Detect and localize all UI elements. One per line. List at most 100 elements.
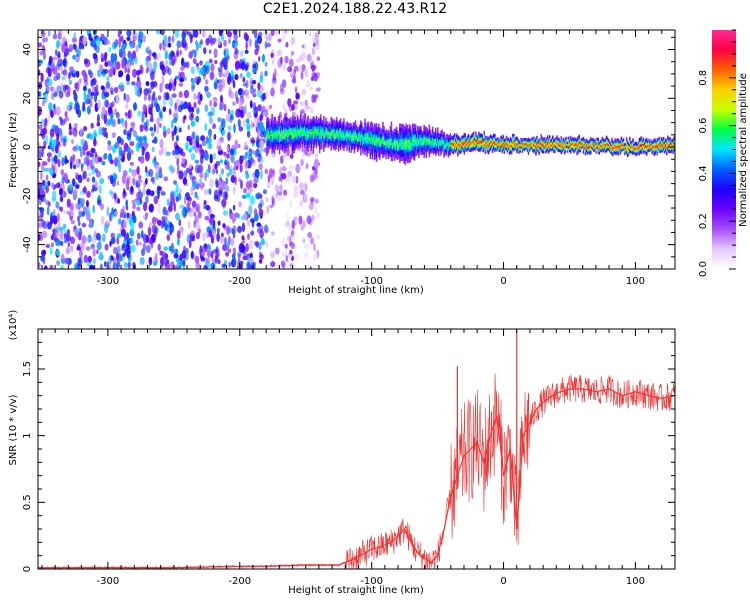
spectrogram-cell	[149, 117, 154, 123]
spectrogram-cell	[489, 137, 492, 140]
spectrogram-cell	[388, 131, 390, 135]
spectrogram-cell	[370, 143, 373, 148]
spectrogram-cell	[366, 142, 368, 147]
spectrogram-cell	[479, 144, 481, 147]
spectrogram-cell	[457, 137, 459, 140]
spectrogram-cell	[301, 131, 303, 135]
spectrogram-cell	[541, 138, 543, 141]
spectrogram-cell	[363, 146, 365, 149]
spectrogram-cell	[545, 151, 548, 154]
spectrogram-cell	[199, 145, 203, 154]
spectrogram-cell	[358, 129, 360, 132]
spectrogram-cell	[276, 147, 279, 151]
spectrogram-cell	[262, 92, 267, 100]
spectrogram-cell	[473, 131, 475, 134]
spectrogram-cell	[495, 143, 497, 145]
spectrogram-cell	[252, 67, 257, 74]
spectrogram-cell	[93, 95, 97, 101]
spectrogram-cell	[483, 130, 485, 134]
spectrogram-cell	[430, 148, 433, 152]
spectrogram-cell	[57, 30, 62, 38]
spectrogram-cell	[59, 195, 64, 203]
spectrogram-cell	[448, 137, 451, 140]
spectrogram-cell	[103, 114, 108, 125]
spectrogram-cell	[541, 143, 543, 146]
spectrogram-cell	[308, 144, 310, 148]
spectrogram-cell	[312, 94, 317, 103]
spectrogram-cell	[289, 143, 291, 147]
spectrogram-cell	[148, 221, 152, 227]
spectrogram-cell	[42, 161, 48, 166]
spectrogram-cell	[375, 142, 378, 147]
spectrogram-cell	[271, 141, 273, 146]
spectrogram-cell	[427, 142, 430, 145]
spectrogram-cell	[487, 141, 490, 144]
spectrogram-cell	[252, 63, 257, 70]
spectrogram-cell	[291, 124, 293, 129]
spectrogram-cell	[206, 250, 211, 258]
spectrogram-cell	[301, 123, 303, 127]
spectrogram-cell	[275, 123, 278, 127]
spectrogram-cell	[360, 130, 362, 135]
spectrogram-cell	[372, 136, 375, 139]
spectrogram-cell	[559, 143, 561, 146]
spectrogram-cell	[265, 241, 269, 249]
spectrogram-cell	[394, 131, 397, 135]
spectrogram-cell	[52, 215, 58, 225]
spectrogram-cell	[351, 128, 354, 132]
spectrogram-cell	[433, 142, 436, 145]
spectrogram-cell	[417, 151, 419, 155]
spectrogram-cell	[334, 144, 337, 148]
spectrogram-cell	[364, 125, 366, 130]
spectrogram-cell	[384, 137, 386, 141]
spectrogram-cell	[228, 227, 233, 234]
spectrogram-cell	[457, 141, 459, 144]
spectrogram-cell	[297, 135, 300, 139]
spectrogram-cell	[531, 141, 533, 143]
spectrogram-cell	[557, 141, 559, 144]
spectrogram-cell	[347, 138, 349, 141]
spectrogram-cell	[92, 258, 96, 265]
spectrogram-cell	[165, 59, 168, 66]
spectrogram-cell	[391, 157, 394, 162]
spectrogram-cell	[292, 115, 294, 120]
spectrogram-cell	[500, 140, 502, 143]
spectrogram-cell	[271, 231, 275, 236]
spectrogram-cell	[299, 117, 302, 122]
spectrogram-cell	[455, 137, 457, 140]
spectrogram-cell	[397, 150, 399, 155]
spectrogram-cell	[464, 145, 466, 148]
spectrogram-cell	[116, 180, 120, 186]
spectrogram-cell	[243, 212, 248, 221]
spectrogram-cell	[280, 196, 285, 201]
spectrogram-cell	[487, 136, 490, 139]
spectrogram-cell	[303, 124, 305, 128]
spectrogram-cell	[350, 137, 353, 142]
spectrogram-cell	[419, 139, 421, 143]
spectrogram-cell	[403, 144, 405, 149]
spectrogram-cell	[70, 209, 75, 217]
spectrogram-cell	[299, 134, 302, 139]
spectrogram-cell	[450, 149, 453, 152]
spectrogram-cell	[445, 136, 447, 140]
spectrogram-cell	[145, 195, 149, 204]
spectrogram-cell	[42, 99, 46, 107]
spectrogram-cell	[103, 52, 107, 62]
spectrogram-cell	[242, 77, 245, 83]
spectrogram-cell	[350, 129, 353, 133]
spectrogram-cell	[494, 146, 496, 149]
spectrogram-cell	[526, 140, 529, 142]
spectrogram-cell	[537, 145, 539, 147]
spectrogram-cell	[280, 134, 283, 138]
spectrogram-cell	[567, 146, 570, 148]
spectrogram-cell	[203, 264, 208, 269]
spectrogram-cell	[355, 124, 358, 128]
spectrogram-cell	[348, 134, 350, 139]
spectrogram-cell	[284, 124, 286, 129]
spectrogram-cell	[551, 141, 553, 143]
spectrogram-cell	[334, 135, 337, 140]
spectrogram-cell	[542, 140, 545, 143]
spectrogram-cell	[66, 234, 71, 242]
spectrogram-cell	[404, 141, 406, 146]
spectrogram-cell	[56, 72, 61, 81]
